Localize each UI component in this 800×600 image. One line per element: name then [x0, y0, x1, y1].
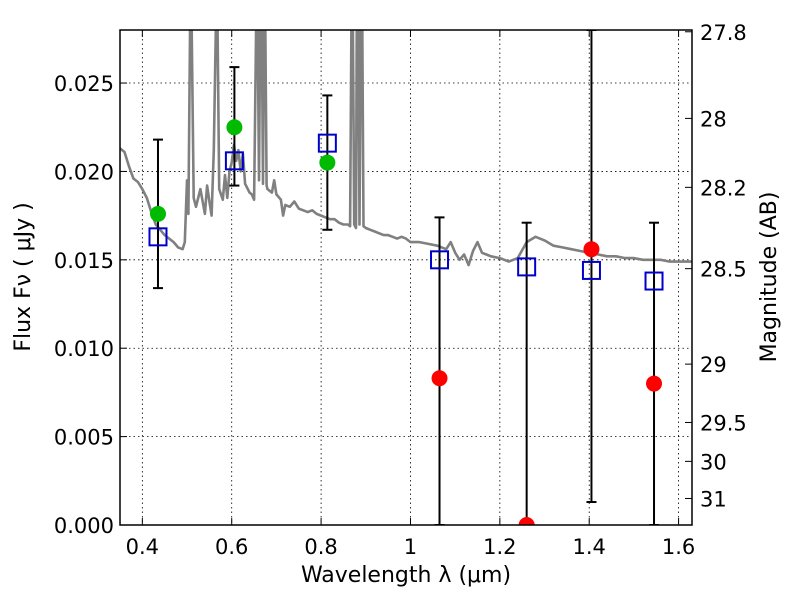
observed-point	[518, 517, 535, 525]
plot-frame	[119, 29, 693, 526]
y-tick-label: 0.025	[54, 72, 114, 96]
x-tick-label: 0.4	[126, 535, 159, 559]
model-photometry-square	[317, 133, 337, 153]
x-tick-label: 0.8	[304, 535, 337, 559]
plot-background	[120, 30, 692, 525]
model-photometry-square	[224, 151, 244, 171]
x-tick-label: 1	[404, 535, 417, 559]
mag-tick-label: 28.5	[700, 258, 747, 282]
x-tick-label: 1.2	[483, 535, 516, 559]
observed-point	[226, 119, 243, 136]
y-tick-label: 0.015	[54, 249, 114, 273]
y-tick-label: 0.000	[54, 514, 114, 538]
model-photometry-square	[517, 257, 537, 277]
model-photometry-square	[430, 250, 450, 270]
model-photometry-square	[644, 271, 664, 291]
y-tick-label: 0.010	[54, 337, 114, 361]
mag-tick-label: 28.2	[700, 176, 747, 200]
mag-tick-label: 29.5	[700, 411, 747, 435]
observed-point	[646, 375, 663, 392]
x-tick-label: 1.6	[662, 535, 695, 559]
observed-point	[319, 154, 336, 171]
y-axis-title: Flux Fν ( μJy )	[11, 202, 36, 351]
observed-point	[431, 370, 448, 387]
observed-point	[583, 241, 600, 258]
y-tick-label: 0.005	[54, 426, 114, 450]
model-photometry-square	[581, 260, 601, 280]
model-spectrum-line	[120, 30, 692, 267]
model-photometry-square	[148, 227, 168, 247]
y-tick-label: 0.020	[54, 160, 114, 184]
data-layer	[120, 30, 692, 525]
mag-tick-label: 27.8	[700, 21, 747, 45]
x-axis-title: Wavelength λ (μm)	[301, 563, 511, 588]
mag-tick-label: 28	[700, 107, 727, 131]
mag-tick-label: 30	[700, 450, 727, 474]
x-tick-label: 0.6	[215, 535, 248, 559]
mag-tick-label: 29	[700, 353, 727, 377]
observed-point	[149, 205, 166, 222]
mag-tick-label: 31	[700, 487, 727, 511]
ticks: 0.4 0.6 0.8 1 1.2 1.4 1.6 0.000 0.005 0.010 0.015 0…	[54, 21, 747, 559]
x-tick-label: 1.4	[573, 535, 606, 559]
right-axis-title: Magnitude (AB)	[757, 192, 782, 363]
